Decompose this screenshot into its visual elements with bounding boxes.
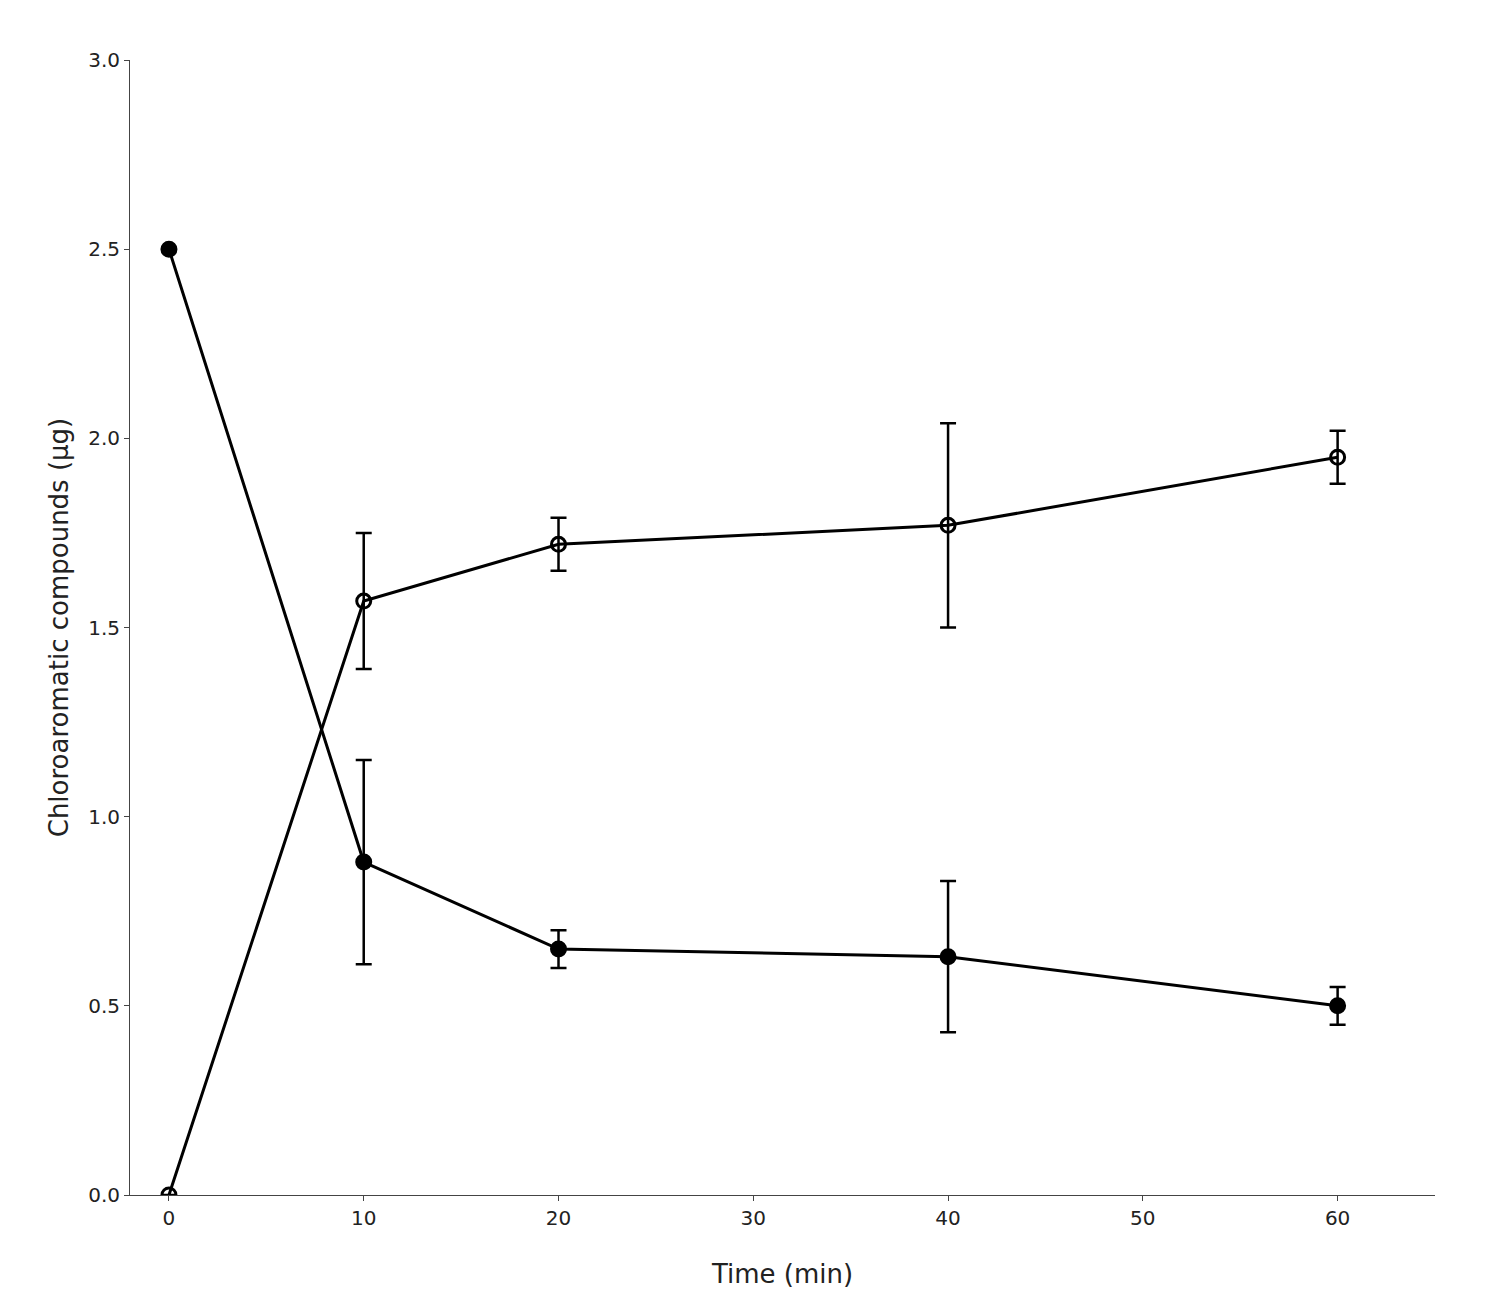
svg-text:40: 40	[935, 1206, 960, 1230]
svg-text:10: 10	[351, 1206, 376, 1230]
svg-text:3.0: 3.0	[88, 48, 120, 72]
svg-text:1.5: 1.5	[88, 616, 120, 640]
svg-text:50: 50	[1130, 1206, 1155, 1230]
svg-text:0.0: 0.0	[88, 1183, 120, 1207]
svg-text:20: 20	[546, 1206, 571, 1230]
svg-text:2.5: 2.5	[88, 237, 120, 261]
svg-text:60: 60	[1325, 1206, 1350, 1230]
svg-text:Time (min): Time (min)	[711, 1259, 853, 1289]
svg-text:1.0: 1.0	[88, 805, 120, 829]
svg-text:2.0: 2.0	[88, 426, 120, 450]
svg-text:0.5: 0.5	[88, 994, 120, 1018]
svg-text:30: 30	[741, 1206, 766, 1230]
svg-text:Chloroaromatic compounds (µg): Chloroaromatic compounds (µg)	[44, 418, 74, 838]
svg-text:0: 0	[163, 1206, 176, 1230]
